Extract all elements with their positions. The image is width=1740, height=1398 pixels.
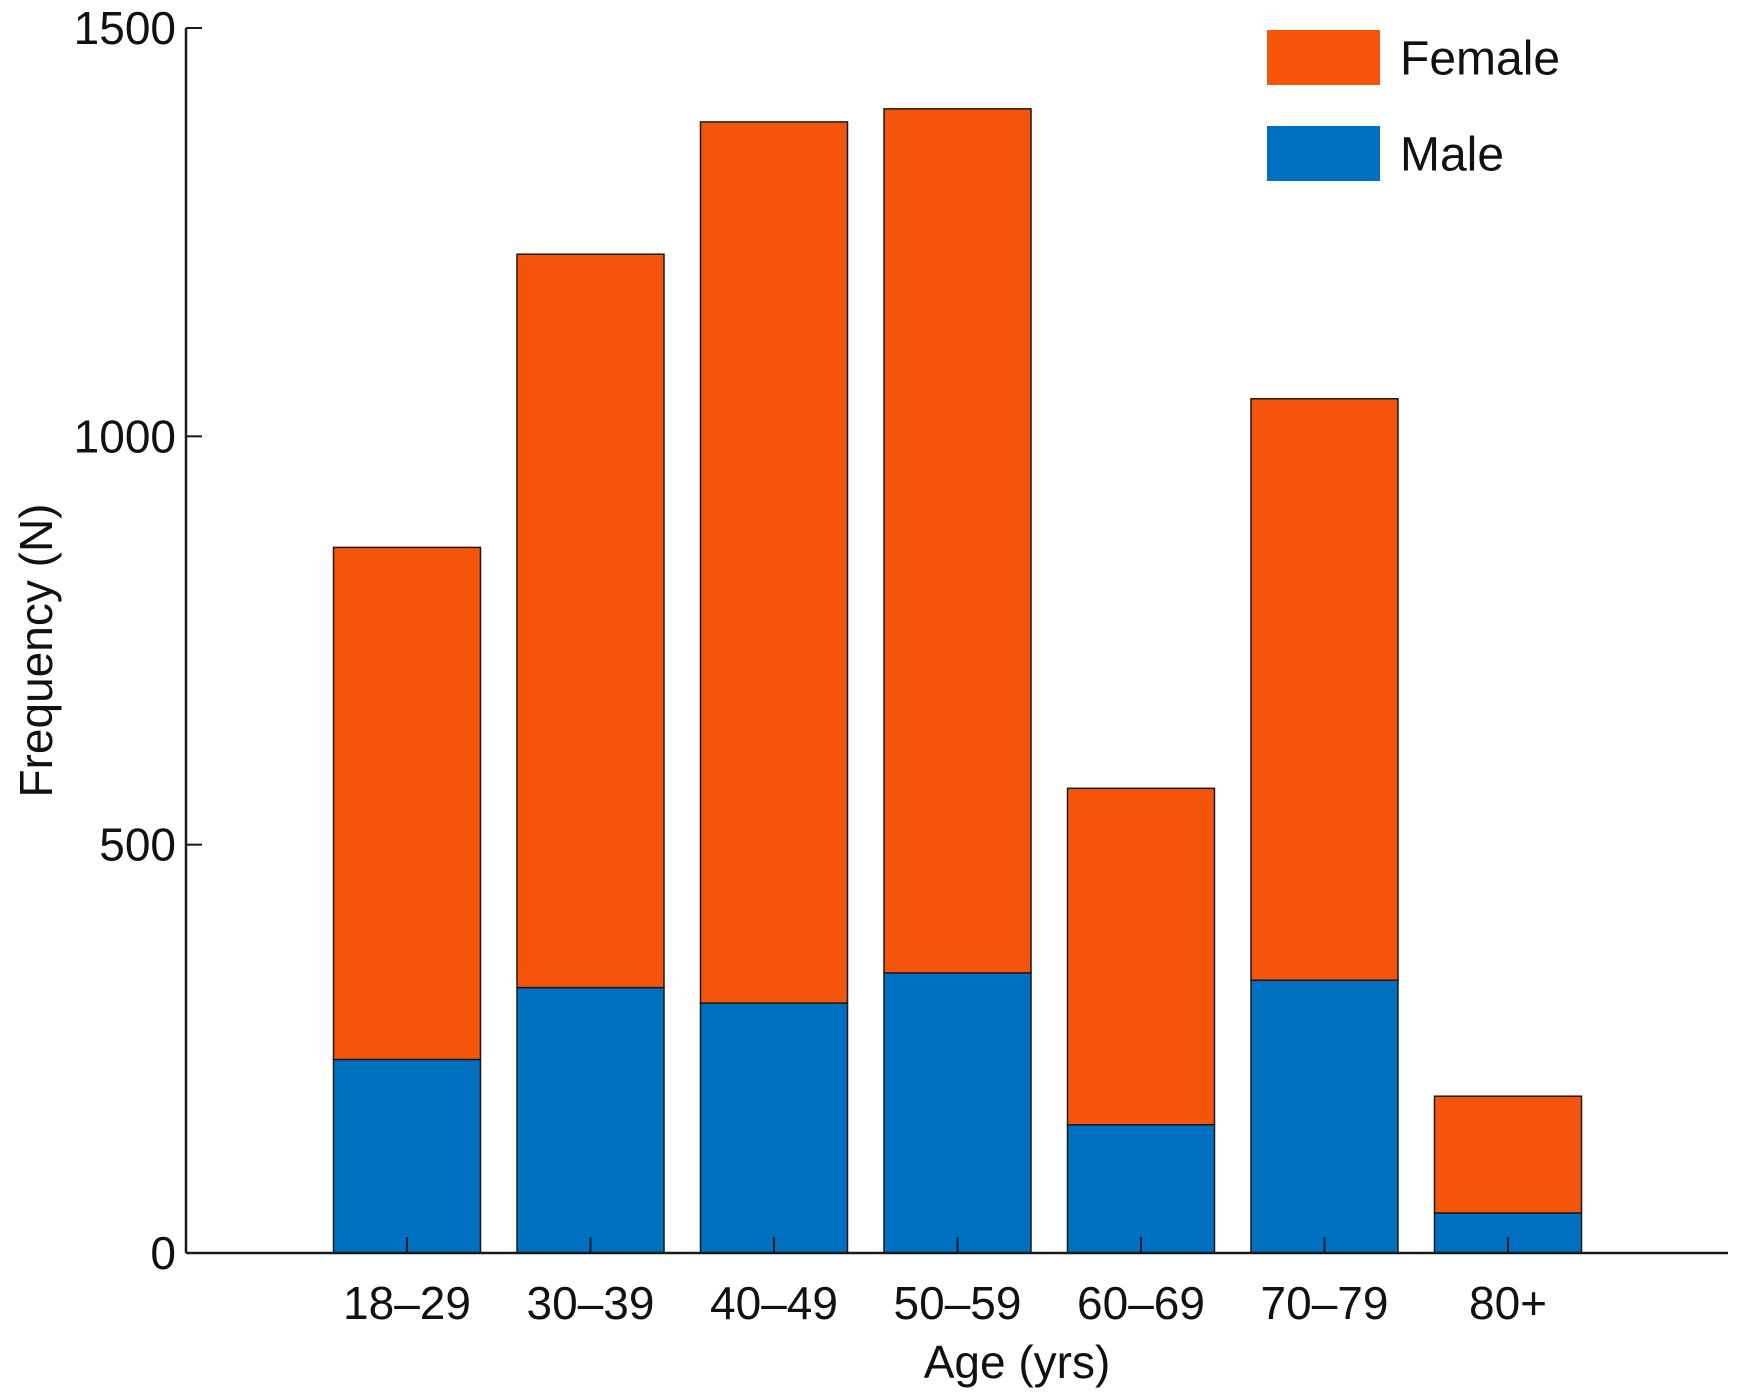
y-tick-label: 1500	[74, 2, 176, 54]
x-axis-label: Age (yrs)	[924, 1336, 1111, 1388]
bar-female-2	[699, 121, 849, 1004]
bar-female-0	[332, 546, 482, 1061]
bar-female-6	[1433, 1095, 1583, 1214]
x-tick-label: 80+	[1469, 1277, 1547, 1329]
y-tick-label: 500	[99, 819, 176, 871]
bar-female-5	[1250, 398, 1399, 981]
bar-female-4	[1066, 787, 1216, 1126]
y-tick-label: 1000	[74, 410, 176, 462]
bar-male-0	[332, 1058, 482, 1254]
bar-female-1	[516, 253, 665, 989]
x-tick-label: 40–49	[710, 1277, 838, 1329]
legend-label-female: Female	[1400, 33, 1560, 86]
x-tick-label: 50–59	[894, 1277, 1022, 1329]
legend-swatch-male	[1267, 126, 1380, 181]
bar-male-2	[699, 1002, 849, 1254]
bar-female-3	[883, 108, 1032, 974]
bar-male-1	[516, 986, 665, 1254]
legend-label-male: Male	[1400, 129, 1504, 182]
bar-male-5	[1250, 979, 1399, 1254]
x-tick-label: 30–39	[527, 1277, 655, 1329]
legend: Female Male	[1267, 30, 1560, 182]
y-axis-label: Frequency (N)	[10, 504, 62, 798]
x-tick-label: 60–69	[1077, 1277, 1205, 1329]
x-tick-label: 18–29	[343, 1277, 471, 1329]
legend-swatch-female	[1267, 30, 1380, 85]
x-tick-label: 70–79	[1261, 1277, 1389, 1329]
y-tick-label: 0	[150, 1227, 176, 1279]
axes-group: 18–29 30–39 40–49 50–59 60–69 70–79 80+ 0 500 100…	[74, 2, 1728, 1329]
bar-male-3	[883, 972, 1032, 1254]
bars-group	[332, 108, 1583, 1254]
bar-male-4	[1066, 1124, 1216, 1254]
